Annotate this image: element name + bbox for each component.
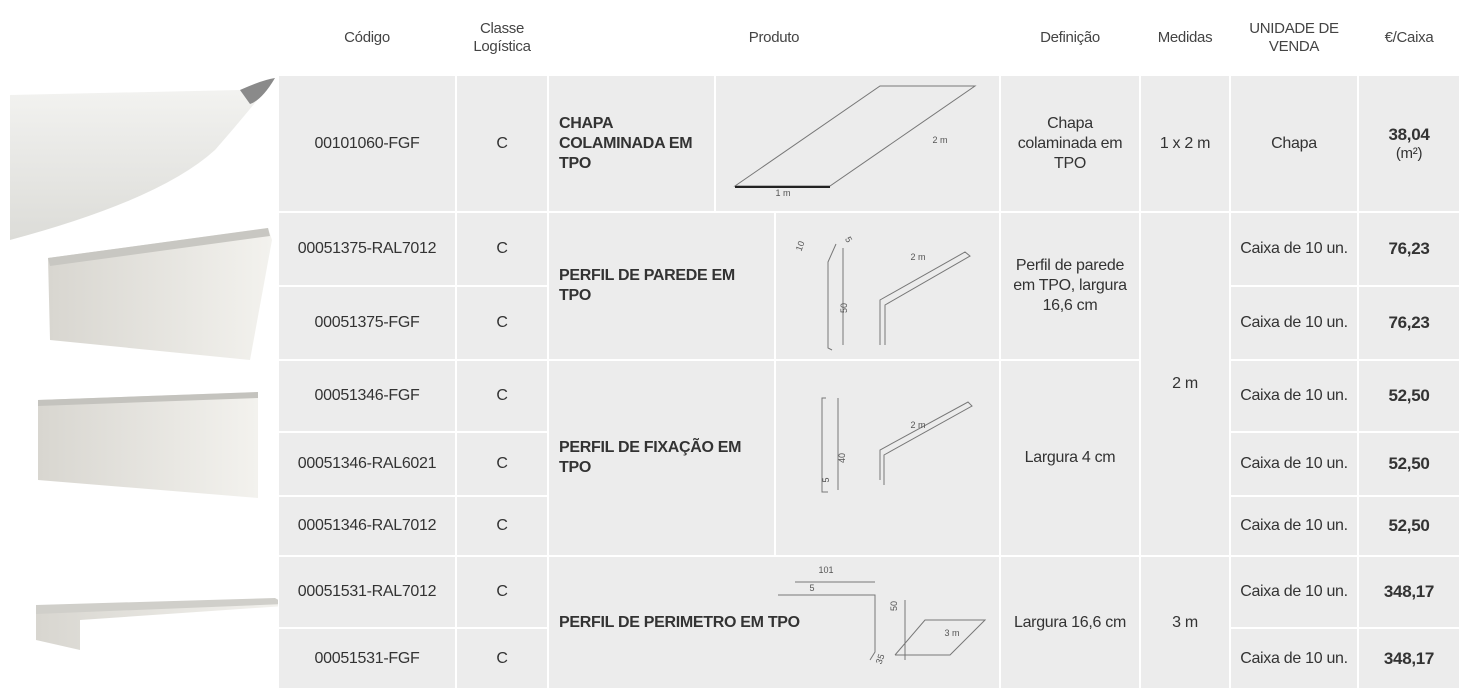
drawing-cell <box>776 361 999 555</box>
definition: Perfil de parede em TPO, largura 16,6 cm <box>1001 213 1139 359</box>
price: 38,04 (m²) <box>1359 76 1459 211</box>
definition: Largura 4 cm <box>1001 361 1139 555</box>
sales-unit: Caixa de 10 un. <box>1231 213 1357 285</box>
drawing-cell <box>776 213 999 359</box>
product-code: 00101060-FGF <box>279 76 455 211</box>
sales-unit: Caixa de 10 un. <box>1231 497 1357 555</box>
logistic-class: C <box>457 433 547 495</box>
price: 348,17 <box>1359 557 1459 627</box>
fixing-profile-photo-top <box>38 392 258 406</box>
column-header: Definição <box>1040 28 1100 46</box>
price-unit: (m²) <box>1395 144 1423 162</box>
sheet-photo <box>10 78 275 240</box>
product-code: 00051531-FGF <box>279 629 455 688</box>
column-header: €/Caixa <box>1384 28 1434 46</box>
logistic-class: C <box>457 213 547 285</box>
column-header: Medidas <box>1157 28 1213 46</box>
sales-unit: Chapa <box>1231 76 1357 211</box>
definition: Largura 16,6 cm <box>1001 557 1139 688</box>
sales-unit: Caixa de 10 un. <box>1231 433 1357 495</box>
wall-profile-photo-top <box>48 228 270 266</box>
dimensions: 2 m <box>1141 213 1229 555</box>
price-value: 38,04 <box>1388 124 1430 144</box>
price: 52,50 <box>1359 433 1459 495</box>
price-value: 348,17 <box>1383 648 1435 668</box>
wall-profile-photo <box>48 228 272 360</box>
column-header: Produto <box>748 28 800 46</box>
product-code: 00051375-FGF <box>279 287 455 359</box>
product-name: PERFIL DE PERIMETRO EM TPO <box>549 557 999 688</box>
sales-unit: Caixa de 10 un. <box>1231 361 1357 431</box>
product-code: 00051531-RAL7012 <box>279 557 455 627</box>
perimeter-profile-photo <box>36 602 278 650</box>
sales-unit: Caixa de 10 un. <box>1231 557 1357 627</box>
product-code: 00051346-RAL7012 <box>279 497 455 555</box>
price-value: 52,50 <box>1388 386 1430 406</box>
logistic-class: C <box>457 557 547 627</box>
logistic-class: C <box>457 287 547 359</box>
price: 348,17 <box>1359 629 1459 688</box>
price: 52,50 <box>1359 361 1459 431</box>
price-value: 76,23 <box>1388 239 1430 259</box>
definition: Chapa colaminada em TPO <box>1001 76 1139 211</box>
product-code: 00051375-RAL7012 <box>279 213 455 285</box>
perimeter-profile-photo-top <box>36 598 278 614</box>
column-header: UNIDADE DE VENDA <box>1249 20 1339 55</box>
product-name: CHAPA COLAMINADA EM TPO <box>549 76 714 211</box>
drawing-cell <box>716 76 999 211</box>
product-code: 00051346-RAL6021 <box>279 433 455 495</box>
dimensions: 1 x 2 m <box>1141 76 1229 211</box>
logistic-class: C <box>457 629 547 688</box>
product-name: PERFIL DE PAREDE EM TPO <box>549 213 774 359</box>
price: 52,50 <box>1359 497 1459 555</box>
price: 76,23 <box>1359 287 1459 359</box>
product-photos <box>10 78 278 650</box>
column-header: Classe Logística <box>473 20 531 55</box>
price-value: 76,23 <box>1388 313 1430 333</box>
dimensions: 3 m <box>1141 557 1229 688</box>
column-header: Código <box>344 28 390 46</box>
price-value: 52,50 <box>1388 454 1430 474</box>
price-value: 348,17 <box>1383 582 1435 602</box>
price: 76,23 <box>1359 213 1459 285</box>
sales-unit: Caixa de 10 un. <box>1231 287 1357 359</box>
logistic-class: C <box>457 76 547 211</box>
price-value: 52,50 <box>1388 516 1430 536</box>
sales-unit: Caixa de 10 un. <box>1231 629 1357 688</box>
fixing-profile-photo <box>38 392 258 498</box>
product-name: PERFIL DE FIXAÇÃO EM TPO <box>549 361 774 555</box>
sheet-photo-edge <box>240 78 275 104</box>
logistic-class: C <box>457 497 547 555</box>
logistic-class: C <box>457 361 547 431</box>
product-code: 00051346-FGF <box>279 361 455 431</box>
